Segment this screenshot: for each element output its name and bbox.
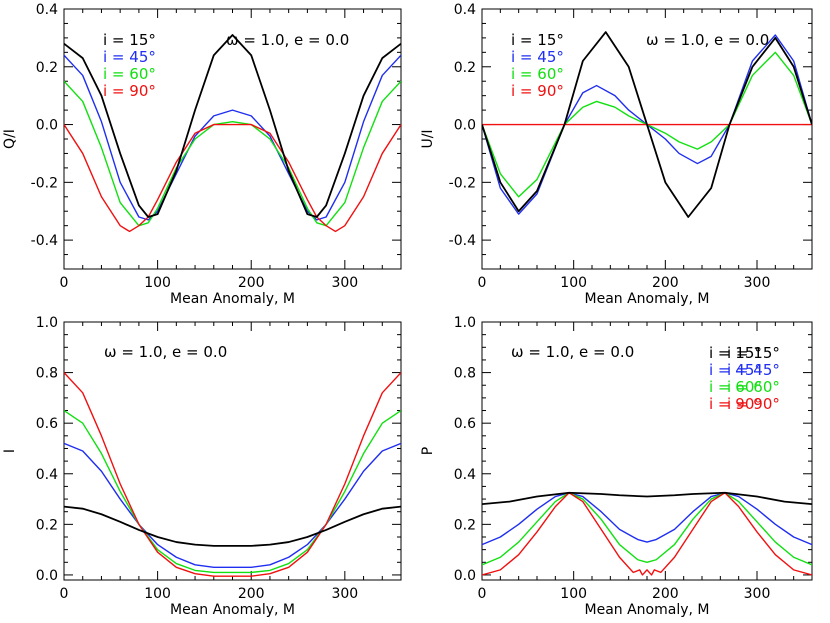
x-axis-label: Mean Anomaly, M [170, 291, 295, 307]
legend-entry-i60: i = 60° [709, 378, 762, 396]
series-line-i45 [64, 442, 401, 569]
x-axis-label: Mean Anomaly, M [585, 291, 710, 307]
y-tick-label: -0.2 [31, 175, 58, 191]
y-axis-label: I [2, 449, 18, 453]
x-tick-label: 300 [744, 586, 771, 602]
x-tick-label: 0 [60, 275, 69, 291]
y-tick-label: 0.2 [454, 517, 476, 533]
y-axis-label: P [420, 447, 436, 455]
legend-entry-i15: i = 15° [103, 31, 156, 49]
y-tick-label: 0.2 [454, 60, 476, 76]
x-tick-label: 200 [238, 586, 265, 602]
legend-entry-i90: i = 90° [709, 395, 762, 413]
y-tick-label: 0.0 [454, 568, 476, 584]
x-tick-label: 100 [144, 275, 171, 291]
y-tick-label: 0.4 [454, 2, 476, 18]
y-tick-label: 0.0 [36, 568, 58, 584]
parameter-annotation: ω = 1.0, e = 0.0 [511, 343, 634, 361]
legend-entry-i60: i = 60° [103, 65, 156, 83]
series-line-i45 [482, 492, 812, 546]
x-tick-label: 300 [331, 586, 358, 602]
x-tick-label: 0 [478, 586, 487, 602]
y-tick-label: 0.6 [36, 416, 58, 432]
parameter-annotation: ω = 1.0, e = 0.0 [226, 31, 349, 49]
x-axis-label: Mean Anomaly, M [170, 602, 295, 618]
series-line-i90 [482, 492, 812, 576]
series-line-i45 [64, 54, 401, 221]
legend-entry-i90: i = 90° [511, 82, 564, 100]
legend-entry-i90: i = 90° [727, 395, 780, 413]
series-line-i60 [64, 409, 401, 574]
x-tick-label: 100 [560, 586, 587, 602]
legend-entry-i60: i = 60° [727, 378, 780, 396]
x-tick-label: 100 [144, 586, 171, 602]
legend-entry-i45: i = 45° [511, 48, 564, 66]
x-tick-label: 0 [60, 586, 69, 602]
y-tick-label: -0.4 [449, 233, 476, 249]
panel-i: 0 100 200 300 0.0 0.2 0.4 0.6 0.8 1.0 Mean Anomaly… [2, 315, 762, 618]
legend-entry-i60: i = 60° [511, 65, 564, 83]
y-tick-label: 0.6 [454, 416, 476, 432]
legend-entry-i45: i = 45° [727, 361, 780, 379]
series-line-i15 [482, 491, 812, 506]
x-tick-label: 200 [652, 586, 679, 602]
y-tick-label: 0.4 [36, 2, 58, 18]
x-tick-label: 100 [560, 275, 587, 291]
y-tick-label: 0.4 [454, 467, 476, 483]
y-tick-label: 0.4 [36, 467, 58, 483]
x-tick-label: 300 [744, 275, 771, 291]
series-line-i15 [482, 31, 812, 218]
legend-entry-i90: i = 90° [103, 82, 156, 100]
legend-entry-i45: i = 45° [709, 361, 762, 379]
y-tick-label: 0.8 [36, 366, 58, 382]
y-tick-label: 0.2 [36, 60, 58, 76]
panel-p: 0 100 200 300 0.0 0.2 0.4 0.6 0.8 1.0 Mean Anomaly… [420, 315, 813, 618]
y-tick-label: 0.8 [454, 366, 476, 382]
x-axis-label: Mean Anomaly, M [585, 602, 710, 618]
x-tick-label: 200 [652, 275, 679, 291]
legend-entry-i15: i = 15° [511, 31, 564, 49]
parameter-annotation: ω = 1.0, e = 0.0 [646, 31, 769, 49]
x-tick-label: 300 [331, 275, 358, 291]
y-tick-label: 0.0 [36, 118, 58, 134]
series-line-i15 [64, 505, 401, 547]
y-tick-label: -0.4 [31, 233, 58, 249]
legend-entry-i15: i = 15° [727, 344, 780, 362]
panel-ui: 0 100 200 300 -0.4 -0.2 0.0 0.2 0.4 Mean Anomaly,… [420, 2, 813, 307]
parameter-annotation: ω = 1.0, e = 0.0 [104, 343, 227, 361]
series-line-i90 [64, 123, 401, 233]
y-tick-label: 0.0 [454, 118, 476, 134]
panel-qi: 0 100 200 300 -0.4 -0.2 0.0 0.2 0.4 Mean Anomaly,… [2, 2, 402, 307]
legend-entry-i45: i = 45° [103, 48, 156, 66]
y-axis-label: Q/I [2, 129, 18, 149]
y-tick-label: -0.2 [449, 175, 476, 191]
y-tick-label: 1.0 [454, 315, 476, 331]
series-line-i60 [482, 492, 812, 566]
x-tick-label: 0 [478, 275, 487, 291]
legend-entry-i15: i = 15° [709, 344, 762, 362]
y-tick-label: 0.2 [36, 517, 58, 533]
series-line-i15 [64, 34, 401, 218]
series-line-i60 [64, 80, 401, 227]
series-line-i90 [64, 372, 401, 577]
y-axis-label: U/I [420, 129, 436, 148]
y-tick-label: 1.0 [36, 315, 58, 331]
x-tick-label: 200 [238, 275, 265, 291]
